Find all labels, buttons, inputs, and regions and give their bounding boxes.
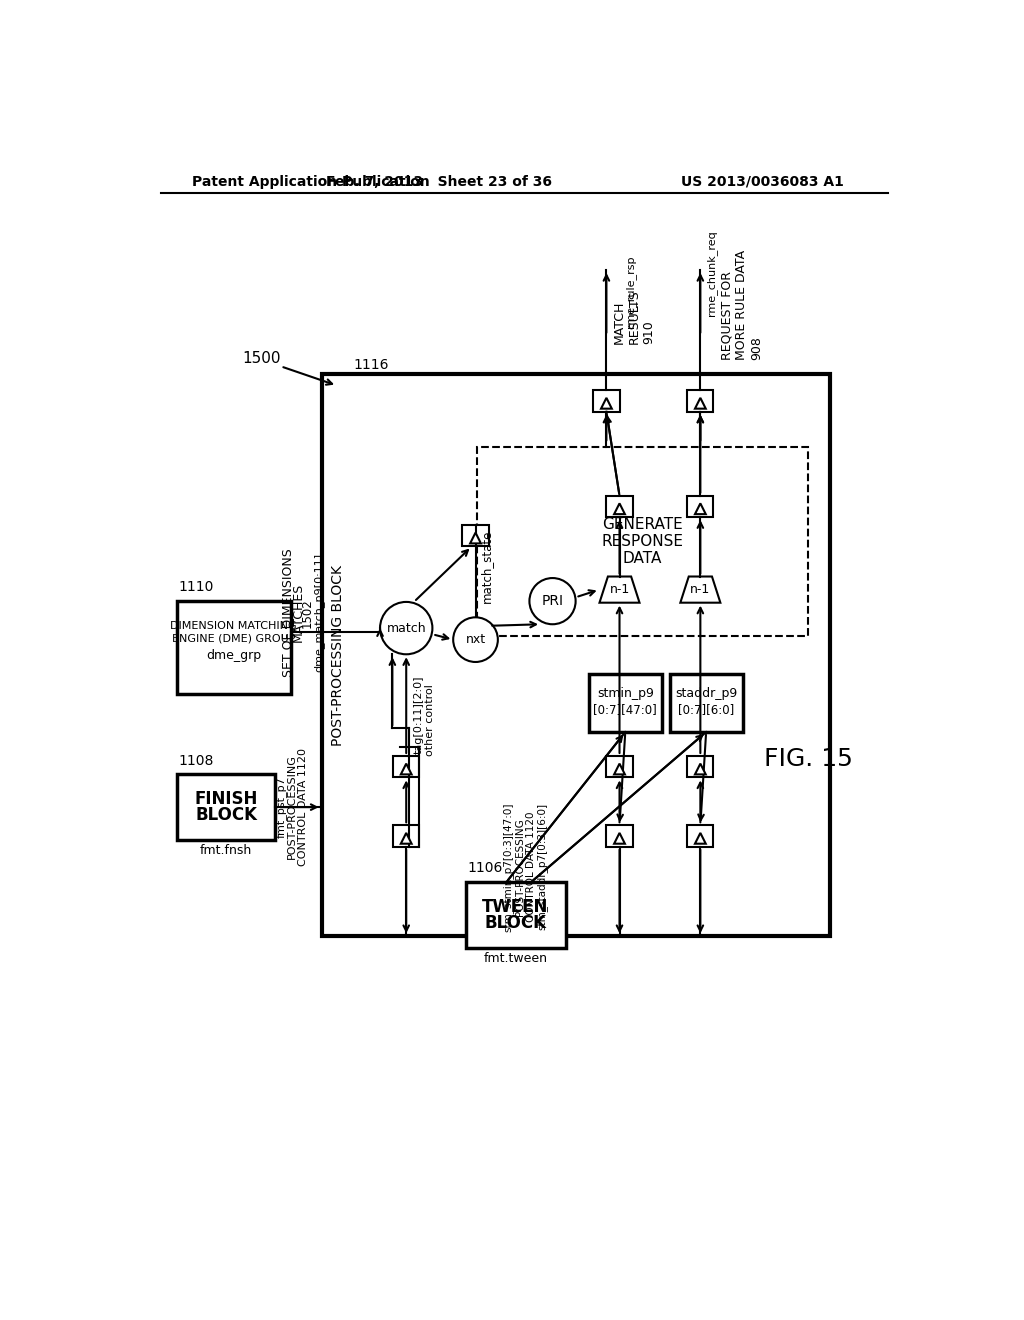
Text: REQUEST FOR
MORE RULE DATA
908: REQUEST FOR MORE RULE DATA 908: [720, 249, 763, 360]
Text: dme_grp: dme_grp: [206, 648, 261, 661]
Text: DIMENSION MATCHING: DIMENSION MATCHING: [170, 620, 297, 631]
Text: CONTROL DATA 1120: CONTROL DATA 1120: [526, 812, 536, 923]
Text: 1502: 1502: [301, 598, 314, 627]
Text: 1106: 1106: [467, 862, 503, 875]
Polygon shape: [614, 833, 625, 843]
FancyBboxPatch shape: [593, 391, 620, 412]
Text: staddr_p9: staddr_p9: [675, 688, 737, 701]
Text: stm_staddr_p7[0:3][6:0]: stm_staddr_p7[0:3][6:0]: [537, 804, 547, 931]
Text: rme_rule_rsp: rme_rule_rsp: [625, 255, 636, 327]
Text: GENERATE
RESPONSE
DATA: GENERATE RESPONSE DATA: [602, 516, 684, 566]
FancyBboxPatch shape: [393, 756, 419, 777]
Polygon shape: [695, 397, 706, 409]
Text: PRI: PRI: [542, 594, 563, 609]
FancyBboxPatch shape: [606, 756, 633, 777]
Text: MATCHES: MATCHES: [292, 583, 305, 643]
FancyBboxPatch shape: [477, 447, 808, 636]
Text: Feb. 7, 2013   Sheet 23 of 36: Feb. 7, 2013 Sheet 23 of 36: [326, 174, 552, 189]
Text: Patent Application Publication: Patent Application Publication: [193, 174, 430, 189]
Polygon shape: [470, 533, 481, 544]
Text: CONTROL DATA 1120: CONTROL DATA 1120: [298, 747, 308, 866]
Text: MATCH
RESULTS
910: MATCH RESULTS 910: [612, 289, 655, 343]
Text: 1108: 1108: [178, 754, 214, 767]
FancyBboxPatch shape: [687, 391, 714, 412]
Circle shape: [380, 602, 432, 655]
Text: stm_stmin_p7[0:3][47:0]: stm_stmin_p7[0:3][47:0]: [503, 803, 513, 932]
FancyBboxPatch shape: [463, 525, 488, 546]
Text: 1500: 1500: [243, 351, 281, 366]
Text: other control: other control: [425, 685, 435, 756]
Text: US 2013/0036083 A1: US 2013/0036083 A1: [681, 174, 844, 189]
Polygon shape: [695, 503, 706, 515]
Polygon shape: [614, 503, 625, 515]
Text: rme_chunk_req: rme_chunk_req: [707, 231, 718, 317]
FancyBboxPatch shape: [687, 756, 714, 777]
Polygon shape: [695, 763, 706, 775]
Text: match_state: match_state: [480, 529, 494, 603]
Text: dme_match_p9[0:11]: dme_match_p9[0:11]: [313, 553, 324, 672]
Text: [0:7][47:0]: [0:7][47:0]: [594, 702, 657, 715]
Circle shape: [454, 618, 498, 663]
Polygon shape: [400, 833, 412, 843]
Text: BLOCK: BLOCK: [484, 913, 547, 932]
FancyBboxPatch shape: [687, 825, 714, 847]
Polygon shape: [400, 763, 412, 775]
Circle shape: [529, 578, 575, 624]
FancyBboxPatch shape: [606, 825, 633, 847]
Text: fmt.fnsh: fmt.fnsh: [200, 843, 252, 857]
Text: 1110: 1110: [178, 581, 214, 594]
FancyBboxPatch shape: [687, 496, 714, 517]
Polygon shape: [614, 763, 625, 775]
Text: fmt.tween: fmt.tween: [483, 952, 548, 965]
FancyBboxPatch shape: [177, 601, 291, 693]
Text: TWEEN: TWEEN: [482, 898, 549, 916]
Polygon shape: [599, 577, 640, 603]
Polygon shape: [680, 577, 720, 603]
FancyBboxPatch shape: [606, 496, 633, 517]
Text: FIG. 15: FIG. 15: [764, 747, 853, 771]
Text: fmt_pst_p7: fmt_pst_p7: [276, 776, 287, 838]
FancyBboxPatch shape: [466, 882, 565, 948]
Polygon shape: [601, 397, 611, 409]
Text: tag[0:11][2:0]: tag[0:11][2:0]: [414, 675, 424, 754]
Text: POST-PROCESSING: POST-PROCESSING: [515, 818, 525, 916]
Text: nxt: nxt: [466, 634, 485, 647]
Text: match: match: [386, 622, 426, 635]
FancyBboxPatch shape: [589, 675, 662, 733]
Text: 1116: 1116: [354, 358, 389, 372]
Polygon shape: [695, 833, 706, 843]
Text: [0:7][6:0]: [0:7][6:0]: [678, 702, 734, 715]
Text: BLOCK: BLOCK: [195, 805, 257, 824]
Text: n-1: n-1: [690, 583, 711, 597]
Text: SET OF DIMENSIONS: SET OF DIMENSIONS: [282, 548, 295, 677]
FancyBboxPatch shape: [670, 675, 742, 733]
FancyBboxPatch shape: [322, 374, 829, 936]
Text: POST-PROCESSING: POST-PROCESSING: [288, 754, 297, 859]
Text: n-1: n-1: [609, 583, 630, 597]
Text: FINISH: FINISH: [195, 791, 258, 808]
Text: stmin_p9: stmin_p9: [597, 688, 653, 701]
FancyBboxPatch shape: [177, 775, 275, 840]
FancyBboxPatch shape: [393, 825, 419, 847]
Text: ENGINE (DME) GROUP: ENGINE (DME) GROUP: [172, 634, 296, 643]
Text: POST-PROCESSING BLOCK: POST-PROCESSING BLOCK: [332, 565, 345, 746]
